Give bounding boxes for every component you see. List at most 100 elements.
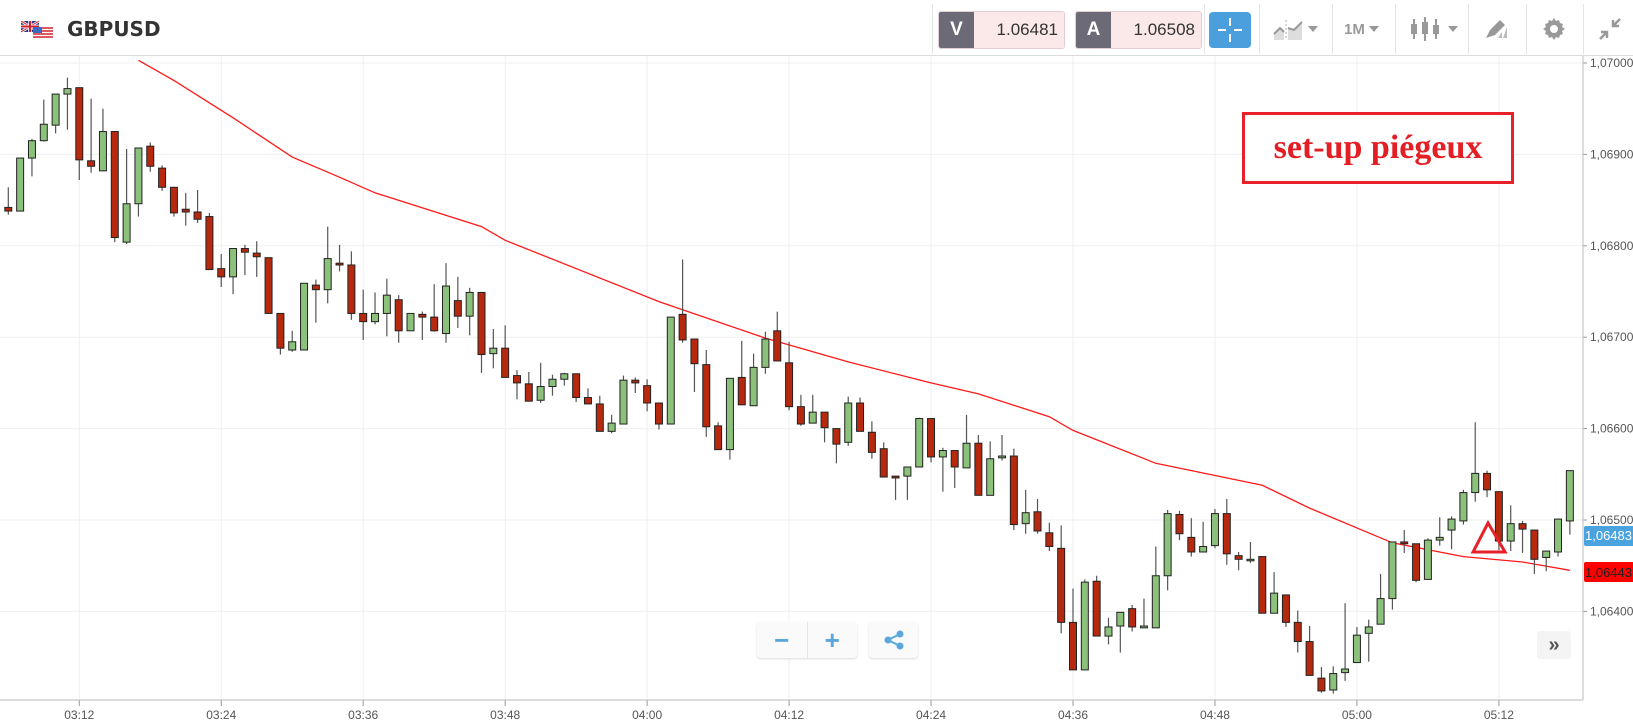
triangle-icon — [1470, 519, 1508, 554]
candle-up — [1542, 550, 1551, 572]
candle-body — [654, 402, 663, 425]
settings-button[interactable] — [1542, 14, 1566, 44]
candle-down — [891, 475, 900, 500]
candle-up — [1376, 573, 1385, 625]
candle-body — [903, 466, 912, 477]
candle-body — [1009, 455, 1018, 526]
gb-us-flag-icon — [21, 21, 53, 39]
candle-up — [1506, 505, 1515, 552]
candle-body — [98, 131, 107, 172]
timeframe-button[interactable]: 1M — [1344, 14, 1379, 44]
candle-body — [1104, 626, 1113, 637]
candle-body — [477, 291, 486, 356]
candle-body — [1116, 611, 1125, 627]
candle-up — [39, 99, 48, 142]
zoom-in-button[interactable]: + — [824, 624, 840, 655]
draw-button[interactable] — [1484, 14, 1508, 44]
candle-body — [453, 300, 462, 317]
candle-down — [714, 422, 723, 451]
candle-body — [110, 131, 119, 239]
candle-up — [1554, 518, 1563, 557]
candles — [4, 77, 1574, 694]
candle-body — [382, 294, 391, 314]
candle-body — [1258, 556, 1267, 614]
grid — [0, 56, 1583, 700]
candle-up — [1139, 598, 1148, 629]
candle-body — [607, 422, 616, 432]
candle-body — [1092, 580, 1101, 637]
candle-down — [1281, 594, 1290, 627]
share-button[interactable] — [869, 622, 918, 658]
candle-body — [264, 257, 273, 314]
candle-up — [1210, 509, 1219, 549]
candle-down — [690, 338, 699, 393]
candle-down — [217, 254, 226, 287]
candle-down — [264, 257, 273, 314]
candle-up — [1163, 509, 1172, 591]
candlestick-chart[interactable]: 1,07000 1,06900 1,06800 1,06700 1,06600 1,065… — [0, 56, 1633, 724]
x-tick-label: 05:00 — [1342, 708, 1372, 722]
candle-down — [1483, 470, 1492, 498]
ask-price-button[interactable]: A 1.06508 — [1075, 11, 1202, 49]
candle-body — [1187, 536, 1196, 553]
candle-up — [98, 108, 107, 172]
candle-body — [229, 248, 238, 278]
candle-body — [1069, 621, 1077, 671]
candle-body — [1293, 621, 1302, 643]
candle-up — [27, 138, 36, 177]
candle-body — [974, 442, 983, 496]
fullscreen-button[interactable] — [1598, 14, 1622, 44]
scroll-right-button[interactable]: » — [1537, 631, 1571, 659]
candle-body — [1128, 608, 1137, 628]
candle-up — [1116, 611, 1125, 653]
candle-down — [785, 341, 794, 411]
y-tick-label: 1,06900 — [1590, 147, 1633, 161]
candle-down — [950, 450, 959, 489]
bid-price-button[interactable]: V 1.06481 — [938, 11, 1065, 49]
candle-down — [1412, 543, 1421, 583]
candle-body — [1057, 547, 1066, 623]
candle-up — [1565, 470, 1574, 535]
candle-up — [1329, 666, 1338, 694]
candle-body — [808, 411, 817, 424]
candle-down — [583, 388, 592, 405]
candle-down — [4, 187, 13, 215]
candle-up — [465, 287, 474, 336]
candle-down — [654, 402, 663, 430]
candle-down — [737, 340, 746, 406]
candle-up — [986, 441, 995, 496]
candle-up — [122, 148, 131, 244]
candle-body — [702, 364, 711, 428]
candle-down — [678, 259, 687, 343]
zoom-out-button[interactable]: − — [757, 622, 808, 658]
candle-body — [512, 375, 521, 384]
candle-body — [134, 147, 143, 205]
candle-body — [998, 455, 1007, 459]
chart-type-button[interactable] — [1272, 14, 1318, 44]
candle-up — [607, 414, 616, 434]
gear-icon — [1543, 18, 1565, 40]
candle-up — [560, 372, 569, 386]
x-tick-label: 04:24 — [916, 708, 946, 722]
candle-body — [536, 386, 545, 401]
candle-body — [950, 450, 959, 468]
candle-body — [524, 383, 533, 402]
candle-style-button[interactable] — [1410, 14, 1458, 44]
candle-body — [1234, 555, 1243, 560]
candle-body — [1175, 514, 1184, 535]
chevron-down-icon — [1448, 26, 1458, 32]
candle-down — [1518, 520, 1527, 553]
candle-down — [1400, 530, 1409, 553]
candle-body — [1199, 546, 1208, 553]
candle-body — [962, 442, 971, 469]
candle-down — [1009, 448, 1018, 531]
crosshair-button[interactable] — [1209, 12, 1251, 48]
candle-up — [1341, 603, 1350, 681]
candle-down — [205, 212, 214, 271]
candle-up — [761, 331, 770, 374]
candle-body — [1045, 532, 1054, 548]
candle-down — [394, 295, 403, 343]
candle-down — [477, 291, 486, 373]
candle-body — [276, 312, 285, 349]
candle-down — [867, 421, 876, 459]
